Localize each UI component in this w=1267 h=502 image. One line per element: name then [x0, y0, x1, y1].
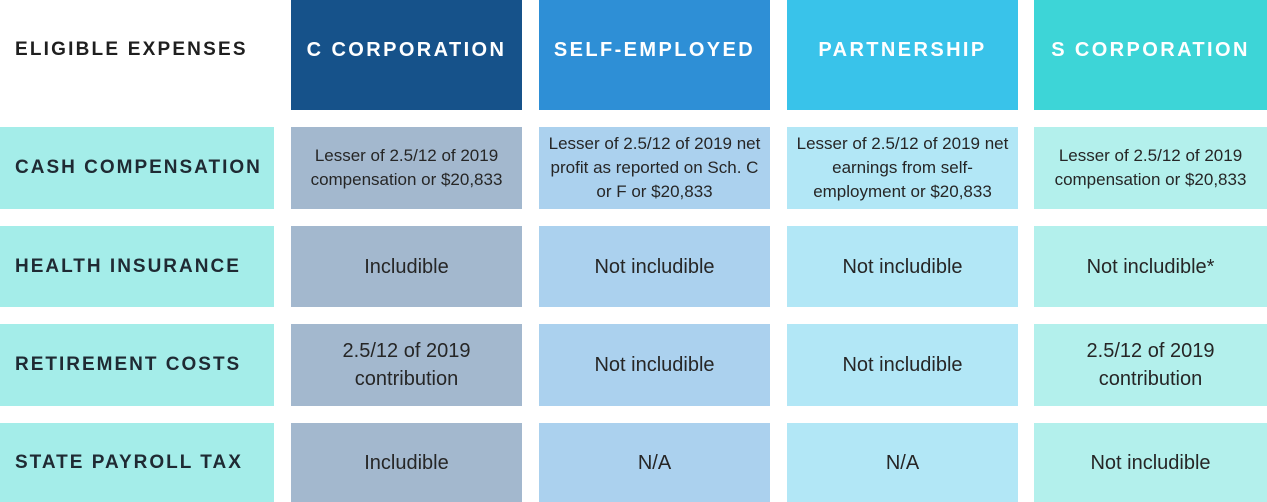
- table-cell: N/A: [539, 423, 770, 502]
- table-cell: Not includible*: [1034, 226, 1267, 307]
- column-header-self-employed: SELF-EMPLOYED: [539, 0, 770, 110]
- table-cell: Lesser of 2.5/12 of 2019 net profit as r…: [539, 127, 770, 209]
- table-cell: Includible: [291, 423, 522, 502]
- column-header-s-corporation: S CORPORATION: [1034, 0, 1267, 110]
- table-cell: Not includible: [787, 226, 1018, 307]
- column-header-partnership: PARTNERSHIP: [787, 0, 1018, 110]
- table-cell: Not includible: [539, 226, 770, 307]
- table-cell: N/A: [787, 423, 1018, 502]
- column-header-c-corporation: C CORPORATION: [291, 0, 522, 110]
- table-cell: 2.5/12 of 2019 contribution: [1034, 324, 1267, 406]
- row-header-state-payroll-tax: STATE PAYROLL TAX: [0, 423, 274, 502]
- table-cell: Lesser of 2.5/12 of 2019 compensation or…: [291, 127, 522, 209]
- row-header-health-insurance: HEALTH INSURANCE: [0, 226, 274, 307]
- table-cell: Not includible: [539, 324, 770, 406]
- row-header-retirement-costs: RETIREMENT COSTS: [0, 324, 274, 406]
- table-cell: Lesser of 2.5/12 of 2019 compensation or…: [1034, 127, 1267, 209]
- table-cell: Includible: [291, 226, 522, 307]
- table-cell: 2.5/12 of 2019 contribution: [291, 324, 522, 406]
- row-header-cash-compensation: CASH COMPENSATION: [0, 127, 274, 209]
- corner-label: ELIGIBLE EXPENSES: [15, 39, 248, 60]
- table-cell: Lesser of 2.5/12 of 2019 net earnings fr…: [787, 127, 1018, 209]
- table-cell: Not includible: [1034, 423, 1267, 502]
- table-cell: Not includible: [787, 324, 1018, 406]
